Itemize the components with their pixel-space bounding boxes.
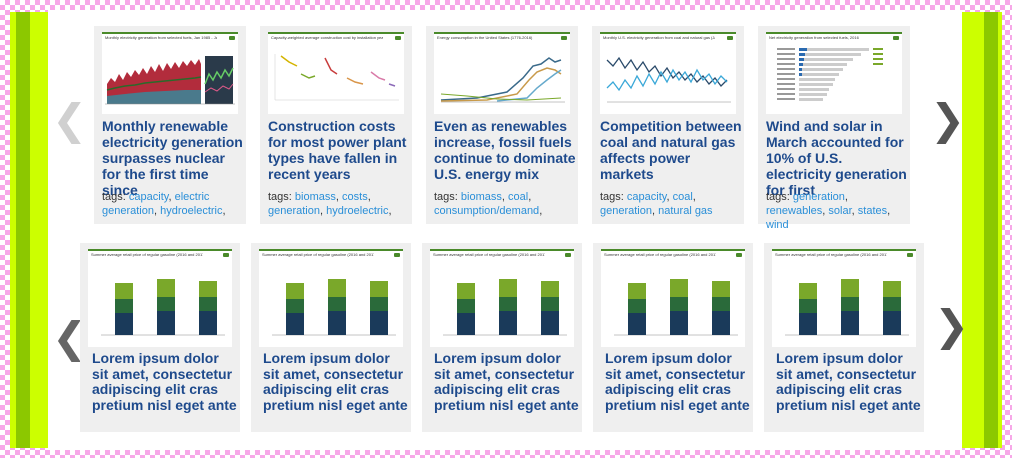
eia-logo-icon <box>727 36 733 40</box>
thumbnail-chart <box>443 279 567 336</box>
eia-logo-icon <box>565 253 571 257</box>
tags-label: tags: <box>600 191 624 203</box>
carousel1-next-arrow-icon[interactable]: ❯ <box>930 95 966 144</box>
thumbnail-chart <box>105 44 235 108</box>
eia-logo-icon <box>736 253 742 257</box>
card-thumbnail[interactable]: Energy consumption in the United States … <box>434 32 570 114</box>
tag-link[interactable]: costs <box>342 191 368 203</box>
article-card-7[interactable]: Summer average retail price of regular g… <box>251 243 411 432</box>
thumbnail-chart <box>777 48 883 101</box>
thumbnail-chart <box>614 279 738 336</box>
carousel2-next-arrow-icon[interactable]: ❯ <box>934 301 970 350</box>
eia-logo-icon <box>394 253 400 257</box>
left-frame-inner-bar <box>16 12 30 448</box>
card-tags: tags: capacity, coal, generation, natura… <box>600 191 713 217</box>
article-card-3[interactable]: Energy consumption in the United States … <box>426 26 578 224</box>
thumbnail-chart <box>785 279 909 336</box>
thumbnail-caption: Summer average retail price of regular g… <box>775 253 887 257</box>
tag-link[interactable]: solar <box>828 205 852 217</box>
tag-link[interactable]: capacity <box>626 191 667 203</box>
thumbnail-caption: Capacity-weighted average construction c… <box>271 36 383 40</box>
thumbnail-caption: Monthly U.S. electricity generation from… <box>603 36 715 40</box>
thumbnail-chart <box>440 57 565 103</box>
card-thumbnail[interactable]: Net electricity generation from selected… <box>766 32 902 114</box>
tag-link[interactable]: hydroelectric <box>160 205 223 217</box>
tag-link[interactable]: capacity <box>128 191 169 203</box>
eia-logo-icon <box>223 253 229 257</box>
tag-link[interactable]: electric generation <box>102 191 210 217</box>
card-title[interactable]: Construction costs for most power plant … <box>268 118 407 182</box>
card-title[interactable]: Monthly renewable electricity generation… <box>102 118 243 198</box>
thumbnail-caption: Monthly electricity generation from sele… <box>105 36 217 40</box>
thumbnail-caption: Summer average retail price of regular g… <box>91 253 203 257</box>
carousel1-prev-arrow-icon[interactable]: ❮ <box>52 95 88 144</box>
tags-label: tags: <box>434 191 458 203</box>
article-card-9[interactable]: Summer average retail price of regular g… <box>593 243 753 432</box>
thumbnail-caption: Energy consumption in the United States … <box>437 36 533 40</box>
article-card-4[interactable]: Monthly U.S. electricity generation from… <box>592 26 744 224</box>
tag-link[interactable]: hydroelectric <box>326 205 389 217</box>
tags-trail: , <box>539 205 543 217</box>
card-title[interactable]: Wind and solar in March accounted for 10… <box>766 118 907 198</box>
tag-link[interactable]: generation <box>600 205 652 217</box>
article-card-10[interactable]: Summer average retail price of regular g… <box>764 243 924 432</box>
article-card-1[interactable]: Monthly electricity generation from sele… <box>94 26 246 224</box>
card-tags: tags: biomass, costs, generation, hydroe… <box>268 191 392 217</box>
tag-link[interactable]: biomass <box>294 191 336 203</box>
eia-logo-icon <box>395 36 401 40</box>
tags-trail: , <box>388 205 392 217</box>
thumbnail-caption: Summer average retail price of regular g… <box>433 253 545 257</box>
card-title[interactable]: Competition between coal and natural gas… <box>600 118 742 182</box>
thumbnail-chart <box>274 54 399 101</box>
tag-link[interactable]: natural gas <box>658 205 713 217</box>
article-card-8[interactable]: Summer average retail price of regular g… <box>422 243 582 432</box>
thumbnail-chart <box>101 279 225 336</box>
tags-label: tags: <box>268 191 292 203</box>
thumbnail-caption: Net electricity generation from selected… <box>769 36 859 40</box>
tags-label: tags: <box>766 191 790 203</box>
eia-logo-icon <box>229 36 235 40</box>
card-title[interactable]: Lorem ipsum dolor sit amet, consectetur … <box>263 350 408 413</box>
card-tags: tags: generation, renewables, solar, sta… <box>766 191 891 231</box>
right-frame-inner-bar <box>984 12 998 448</box>
card-thumbnail[interactable]: Summer average retail price of regular g… <box>430 249 574 347</box>
eia-logo-icon <box>893 36 899 40</box>
card-thumbnail[interactable]: Capacity-weighted average construction c… <box>268 32 404 114</box>
card-title[interactable]: Lorem ipsum dolor sit amet, consectetur … <box>434 350 579 413</box>
thumbnail-caption: Summer average retail price of regular g… <box>604 253 716 257</box>
card-tags: tags: capacity, electric generation, hyd… <box>102 191 226 217</box>
card-title[interactable]: Even as renewables increase, fossil fuel… <box>434 118 576 182</box>
tag-link[interactable]: generation <box>792 191 845 203</box>
card-tags: tags: biomass, coal, consumption/demand, <box>434 191 543 217</box>
tags-trail: , <box>222 205 226 217</box>
tag-link[interactable]: coal <box>672 191 693 203</box>
thumbnail-chart <box>606 56 731 103</box>
tag-link[interactable]: renewables <box>766 205 823 217</box>
tag-link[interactable]: coal <box>508 191 529 203</box>
card-thumbnail[interactable]: Summer average retail price of regular g… <box>601 249 745 347</box>
article-card-6[interactable]: Summer average retail price of regular g… <box>80 243 240 432</box>
card-title[interactable]: Lorem ipsum dolor sit amet, consectetur … <box>92 350 237 413</box>
card-thumbnail[interactable]: Monthly U.S. electricity generation from… <box>600 32 736 114</box>
tag-link[interactable]: wind <box>766 219 789 231</box>
card-thumbnail[interactable]: Summer average retail price of regular g… <box>88 249 232 347</box>
eia-logo-icon <box>561 36 567 40</box>
tag-link[interactable]: generation <box>268 205 320 217</box>
card-title[interactable]: Lorem ipsum dolor sit amet, consectetur … <box>605 350 750 413</box>
tag-link[interactable]: consumption/demand <box>434 205 540 217</box>
card-title[interactable]: Lorem ipsum dolor sit amet, consectetur … <box>776 350 921 413</box>
tag-link[interactable]: states <box>857 205 888 217</box>
tags-label: tags: <box>102 191 126 203</box>
thumbnail-chart <box>272 279 396 336</box>
card-thumbnail[interactable]: Summer average retail price of regular g… <box>772 249 916 347</box>
eia-logo-icon <box>907 253 913 257</box>
card-thumbnail[interactable]: Summer average retail price of regular g… <box>259 249 403 347</box>
thumbnail-caption: Summer average retail price of regular g… <box>262 253 374 257</box>
card-thumbnail[interactable]: Monthly electricity generation from sele… <box>102 32 238 114</box>
article-card-2[interactable]: Capacity-weighted average construction c… <box>260 26 412 224</box>
tag-link[interactable]: biomass <box>460 191 502 203</box>
article-card-5[interactable]: Net electricity generation from selected… <box>758 26 910 231</box>
